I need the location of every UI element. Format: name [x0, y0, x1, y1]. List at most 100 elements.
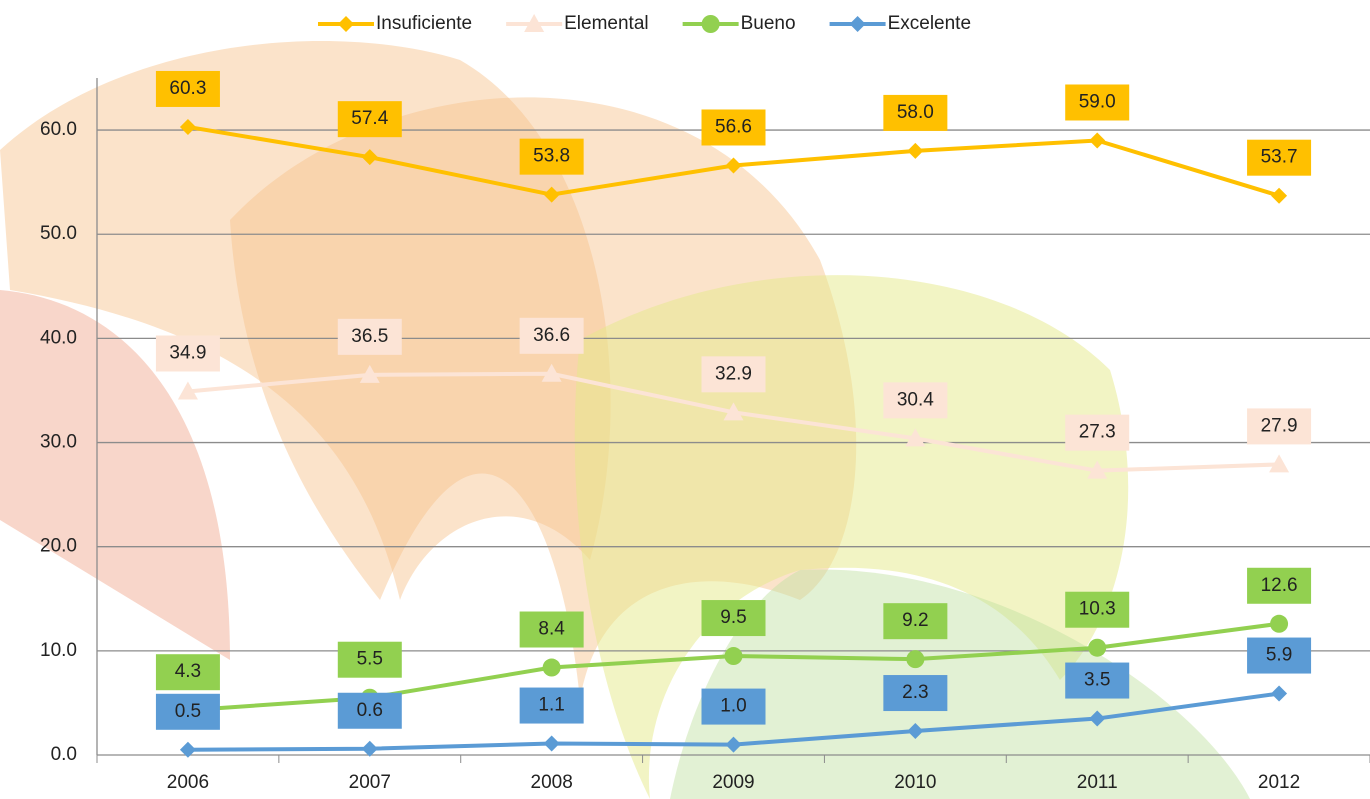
data-label: 56.6 — [715, 117, 752, 138]
data-label: 32.9 — [715, 363, 752, 384]
marker — [1270, 614, 1289, 633]
label-box — [883, 94, 948, 131]
series: 60.3 57.4 53.8 56.6 58.0 59.0 53.7 — [155, 70, 1312, 204]
data-label: 0.5 — [175, 701, 201, 722]
label-box — [337, 641, 402, 678]
legend-label: Elemental — [564, 13, 649, 34]
legend-label: Bueno — [741, 13, 796, 34]
x-tick-label: 2007 — [349, 772, 391, 793]
label-box — [519, 687, 584, 724]
x-tick-label: 2009 — [712, 772, 754, 793]
label-box — [1065, 591, 1130, 628]
marker — [359, 364, 380, 383]
series: 34.9 36.5 36.6 32.9 30.4 27.3 27.9 — [155, 317, 1312, 479]
x-tick-label: 2012 — [1258, 772, 1300, 793]
label-box — [1247, 139, 1312, 176]
data-label: 27.3 — [1079, 422, 1116, 443]
marker — [849, 16, 866, 32]
data-label: 36.6 — [533, 325, 570, 346]
label-box — [883, 382, 948, 419]
data-label: 1.0 — [720, 696, 746, 717]
x-tick-label: 2008 — [531, 772, 573, 793]
y-tick-label: 30.0 — [40, 432, 77, 453]
marker — [725, 157, 742, 174]
marker — [524, 14, 545, 32]
marker — [1271, 187, 1288, 204]
marker — [177, 381, 198, 400]
data-label: 58.0 — [897, 102, 934, 123]
data-label: 5.9 — [1266, 645, 1292, 666]
y-tick-label: 10.0 — [40, 640, 77, 661]
data-label: 9.2 — [902, 610, 928, 631]
data-label: 5.5 — [357, 649, 383, 670]
data-label: 2.3 — [902, 682, 928, 703]
data-label: 27.9 — [1261, 415, 1298, 436]
x-tick-label: 2010 — [894, 772, 936, 793]
marker — [1271, 685, 1288, 702]
data-label: 57.4 — [351, 108, 388, 129]
data-label: 4.3 — [175, 661, 201, 682]
legend-label: Insuficiente — [376, 13, 472, 34]
label-box — [519, 611, 584, 648]
data-label: 30.4 — [897, 389, 934, 410]
deco-shape — [0, 290, 230, 660]
data-label: 53.8 — [533, 146, 570, 167]
y-tick-label: 40.0 — [40, 327, 77, 348]
data-label: 53.7 — [1261, 147, 1298, 168]
marker — [907, 723, 924, 740]
label-box — [883, 675, 948, 712]
data-label: 36.5 — [351, 326, 388, 347]
data-label: 0.6 — [357, 700, 383, 721]
label-box — [701, 600, 766, 637]
y-tick-label: 20.0 — [40, 536, 77, 557]
marker — [542, 658, 561, 677]
data-label: 10.3 — [1079, 599, 1116, 620]
marker — [1088, 638, 1107, 657]
label-box — [1065, 662, 1130, 699]
marker — [723, 402, 744, 421]
x-tick-label: 2011 — [1077, 772, 1118, 793]
label-box — [519, 317, 584, 354]
label-box — [1247, 567, 1312, 604]
marker — [906, 650, 925, 669]
legend-label: Excelente — [888, 13, 971, 34]
marker — [1089, 132, 1106, 149]
marker — [179, 118, 196, 135]
x-tick-label: 2006 — [167, 772, 209, 793]
marker — [361, 149, 378, 166]
marker — [1089, 710, 1106, 727]
label-box — [337, 318, 402, 355]
marker — [338, 16, 354, 32]
data-label: 60.3 — [169, 78, 206, 99]
marker — [701, 15, 720, 33]
label-box — [155, 70, 220, 107]
label-box — [1247, 637, 1312, 674]
marker — [907, 142, 924, 159]
data-label: 34.9 — [169, 343, 206, 364]
label-box — [701, 356, 766, 393]
marker — [1087, 460, 1108, 479]
label-box — [701, 109, 766, 146]
marker — [361, 740, 378, 757]
data-label: 59.0 — [1079, 92, 1116, 113]
label-box — [883, 603, 948, 640]
label-box — [1065, 84, 1130, 121]
data-label: 3.5 — [1084, 670, 1110, 691]
label-box — [337, 101, 402, 138]
legend: Insuficiente Elemental Bueno Excelente — [318, 13, 971, 34]
label-box — [1247, 408, 1312, 445]
label-box — [155, 693, 220, 730]
deco-shape — [0, 40, 611, 601]
label-box — [519, 138, 584, 175]
data-label: 1.1 — [538, 695, 564, 716]
marker — [543, 735, 560, 752]
marker — [725, 736, 742, 753]
marker — [541, 363, 562, 382]
series: 0.5 0.6 1.1 1.0 2.3 3.5 5.9 — [155, 637, 1312, 758]
label-box — [155, 335, 220, 372]
y-tick-label: 60.0 — [40, 119, 77, 140]
label-box — [337, 692, 402, 729]
marker — [724, 647, 743, 666]
